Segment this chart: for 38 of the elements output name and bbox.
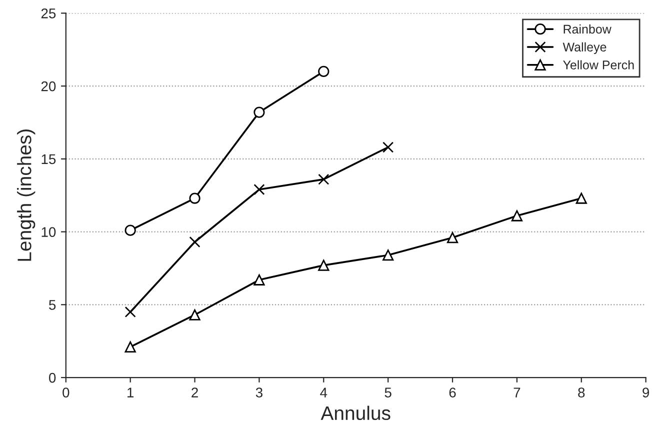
point: [318, 66, 330, 78]
y-axis-title: Length (inches): [17, 130, 36, 261]
point: [254, 106, 265, 118]
x-tick-label: 0: [62, 388, 70, 398]
y-tick-label: 10: [42, 227, 56, 237]
point: [254, 274, 265, 286]
point: [124, 306, 136, 318]
x-tick-label: 1: [128, 388, 134, 398]
point: [189, 236, 200, 248]
point: [124, 224, 136, 236]
legend-label: Rainbow: [564, 24, 612, 34]
x-tick-label: 3: [256, 388, 262, 398]
point: [318, 260, 330, 271]
point: [511, 210, 523, 222]
point: [576, 192, 587, 204]
point: [189, 192, 200, 204]
x-tick-label: 4: [320, 388, 328, 398]
x-tick-label: 5: [384, 388, 392, 398]
x-axis-title: Annulus: [320, 406, 390, 420]
point: [446, 232, 458, 244]
legend-label: Walleye: [562, 42, 606, 54]
x-tick-label: 9: [642, 388, 650, 398]
x-tick-label: 8: [578, 388, 585, 398]
y-tick-label: 25: [41, 8, 56, 18]
y-tick-label: 5: [49, 300, 56, 310]
point: [189, 309, 200, 320]
y-tick-label: 20: [41, 81, 56, 92]
x-tick-label: 6: [449, 388, 456, 398]
point: [382, 142, 394, 153]
x-tick-label: 2: [192, 388, 198, 398]
y-tick-label: 15: [42, 154, 56, 164]
point: [124, 341, 136, 352]
point: [318, 174, 330, 185]
legend-label: Yellow Perch: [563, 60, 634, 70]
point: [254, 184, 265, 196]
y-tick-label: 0: [48, 372, 56, 383]
x-tick-label: 7: [514, 388, 520, 398]
point: [382, 250, 394, 261]
